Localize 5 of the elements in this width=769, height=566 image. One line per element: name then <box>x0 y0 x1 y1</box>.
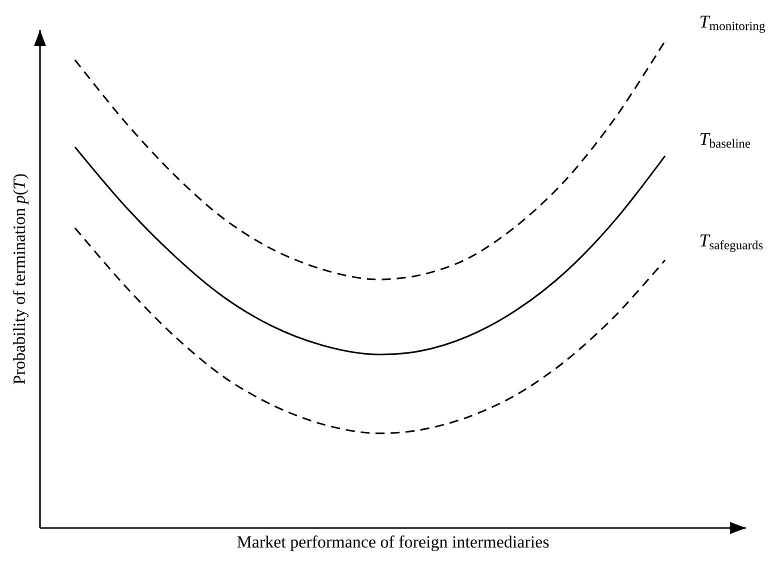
y-axis-title: Probability of termination p(T) <box>12 174 28 384</box>
text: $\mathit{T}_{\mathrm{safeguards}}$ <box>700 234 763 252</box>
x-axis-title: Market performance of foreign intermediaries <box>237 536 549 552</box>
text: $\mathit{T}_{\mathrm{monitoring}}$ <box>700 16 766 33</box>
text: $\mathit{T}_{\mathrm{baseline}}$ <box>700 133 750 148</box>
